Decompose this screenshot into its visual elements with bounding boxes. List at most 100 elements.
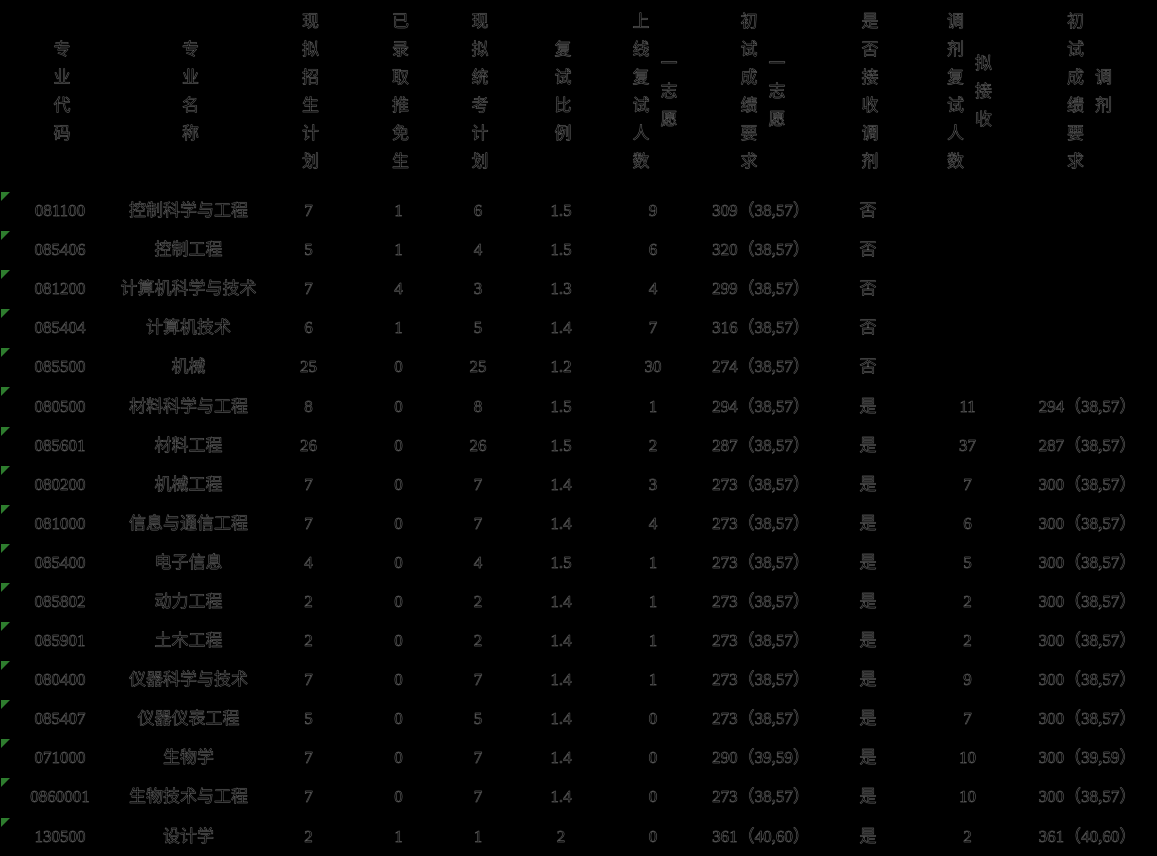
cell-ratio: 1.4 [550,513,572,533]
cell-name: 信息与通信工程 [129,513,248,533]
cell-tuimian: 0 [394,552,403,572]
cell-first_score: 273（38,57） [712,709,810,729]
cell-tongkao: 25 [469,357,487,377]
cell-code: 085500 [34,357,86,377]
cell-ratio: 1.5 [550,240,572,260]
cell-flag-triangle-icon [1,582,10,592]
cell-plan: 25 [300,357,317,377]
cell-flag-triangle-icon [1,622,10,632]
cell-first_online: 0 [648,787,658,807]
cell-tiaoji_score: 300（38,57） [1038,709,1137,729]
cell-name: 土木工程 [154,631,223,651]
cell-tongkao: 5 [473,709,483,729]
cell-flag-triangle-icon [1,426,10,436]
cell-tiaoji_num: 11 [959,396,976,416]
cell-name: 生物学 [163,748,214,768]
cell-first_online: 4 [648,513,658,533]
cell-first_online: 1 [648,552,658,572]
cell-flag-triangle-icon [1,465,10,475]
cell-tongkao: 8 [473,396,483,416]
cell-code: 080200 [34,474,86,494]
column-header-tiaoji-score: 初试成绩要求 调剂 [1018,0,1157,191]
cell-accept: 是 [859,591,877,611]
cell-first_online: 3 [648,474,658,494]
cell-code: 130500 [34,826,86,846]
cell-accept: 是 [859,826,877,846]
column-header-ratio: 复试比例 [519,0,603,191]
column-header-label: 复试比例 [551,39,571,152]
cell-flag-triangle-icon [1,387,10,397]
cell-accept: 否 [859,240,877,260]
cell-first_score: 273（38,57） [712,631,810,651]
cell-accept: 是 [859,513,877,533]
cell-tiaoji_score [1018,347,1157,386]
cell-code: 081200 [34,279,86,299]
cell-first_score: 287（38,57） [712,435,810,455]
cell-name: 材料科学与工程 [129,396,248,416]
cell-tiaoji_num: 5 [963,552,972,572]
cell-code: 085406 [34,240,86,260]
column-header-label: 现拟统考计划 [468,11,488,180]
cell-plan: 26 [300,435,317,455]
cell-code: 0860001 [30,787,90,807]
cell-ratio: 1.5 [550,201,572,221]
cell-flag-triangle-icon [1,504,10,514]
cell-plan: 7 [304,748,313,768]
cell-tiaoji_num [917,191,1018,230]
cell-tiaoji_score: 300（38,57） [1038,670,1137,690]
cell-tuimian: 0 [394,396,403,416]
table-row: 080200 机械工程 7 0 7 1.4 3 273（38,57） 是 7 300（38,57） [0,465,1157,504]
column-header-sublabel: 一志愿 [765,53,785,138]
cell-accept: 是 [859,474,877,494]
cell-first_online: 7 [648,318,658,338]
cell-plan: 2 [304,591,313,611]
cell-tiaoji_num: 10 [959,787,976,807]
table-row: 085407 仪器仪表工程 5 0 5 1.4 0 273（38,57） 是 7 300（38,57… [0,699,1157,738]
cell-plan: 4 [304,552,313,572]
cell-first_score: 290（39,59） [712,748,810,768]
cell-flag-triangle-icon [1,739,10,749]
cell-tiaoji_num: 2 [963,631,972,651]
cell-tuimian: 0 [394,631,403,651]
cell-tiaoji_score: 300（38,57） [1038,474,1137,494]
cell-tiaoji_num: 37 [959,435,976,455]
cell-tuimian: 1 [394,201,403,221]
cell-name: 电子信息 [154,552,223,572]
cell-first_score: 273（38,57） [712,474,810,494]
cell-flag-triangle-icon [1,309,10,319]
cell-first_score: 273（38,57） [712,513,810,533]
cell-tiaoji_num [917,308,1018,347]
column-header-label: 专业代码 [50,39,70,152]
table-row: 085406 控制工程 5 1 4 1.5 6 320（38,57） 否 [0,230,1157,269]
cell-first_online: 1 [648,670,658,690]
table-row: 081200 计算机科学与技术 7 4 3 1.3 4 299（38,57） 否 [0,269,1157,308]
cell-first_score: 299（38,57） [712,279,810,299]
cell-code: 080400 [34,670,86,690]
cell-plan: 7 [304,787,313,807]
cell-tiaoji_num: 9 [963,670,972,690]
cell-flag-triangle-icon [1,348,10,358]
cell-ratio: 1.5 [550,396,572,416]
cell-tuimian: 0 [394,670,403,690]
cell-name: 计算机技术 [146,318,231,338]
cell-name: 动力工程 [154,591,223,611]
cell-first_online: 0 [648,709,658,729]
cell-first_online: 1 [648,631,658,651]
cell-tiaoji_score: 300（38,57） [1038,631,1137,651]
cell-first_score: 273（38,57） [712,787,810,807]
cell-plan: 2 [304,826,313,846]
cell-accept: 是 [859,435,877,455]
column-header-sublabel: 调剂 [1092,67,1111,124]
cell-name: 计算机科学与技术 [120,279,257,299]
cell-tongkao: 7 [473,787,483,807]
cell-tuimian: 0 [394,474,403,494]
cell-plan: 7 [304,513,313,533]
column-header-label: 已录取推免生 [389,11,408,180]
cell-name: 控制工程 [154,240,223,260]
table-header-row: 专业代码 专业名称 现拟招生计划 已录取推免生 现拟统考计划 复试比例 上线复试… [0,0,1157,191]
cell-plan: 7 [304,670,313,690]
column-header-sublabel: 拟接收 [972,53,991,138]
cell-accept: 否 [859,279,877,299]
cell-flag-triangle-icon [1,270,10,280]
